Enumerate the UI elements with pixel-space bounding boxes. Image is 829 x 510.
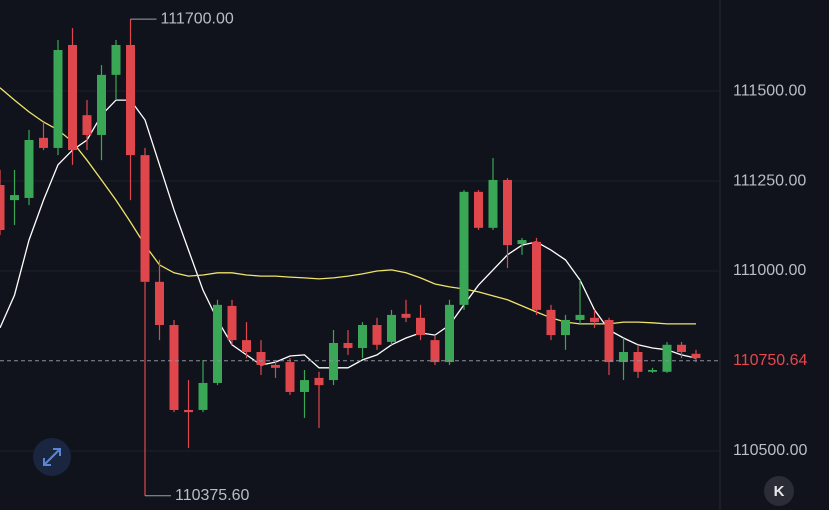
candle-body	[314, 377, 324, 386]
candle-body	[590, 317, 599, 323]
candle-body	[53, 50, 63, 148]
candle-body	[575, 314, 585, 320]
candle-body	[648, 369, 657, 372]
expand-icon	[43, 448, 61, 466]
candle-body	[503, 179, 512, 246]
candle-body	[677, 344, 686, 352]
y-tick-label: 111500.00	[733, 82, 806, 99]
labels: 110500.00 111000.00 111250.00 111500.00 1117…	[0, 10, 814, 504]
candle-body	[459, 191, 469, 305]
candle-body	[445, 304, 454, 363]
candle-body	[97, 74, 106, 135]
annotation-label: 110375.60	[175, 487, 250, 504]
last-price-bg	[722, 348, 814, 373]
candle-body	[372, 325, 382, 345]
candle-body	[662, 344, 672, 372]
moving-average-line	[0, 99, 697, 369]
y-tick-label: 110500.00	[733, 442, 808, 459]
expand-button[interactable]	[33, 438, 71, 476]
last-price-label: 110750.64	[733, 352, 808, 369]
candle-body	[227, 305, 237, 341]
y-tick-label: 111000.00	[733, 262, 806, 279]
candle-body	[0, 184, 5, 230]
candle-body	[111, 44, 121, 75]
candle-body	[488, 179, 498, 228]
k-button[interactable]: K	[764, 476, 794, 506]
candles	[0, 19, 701, 496]
candle-body	[39, 137, 48, 148]
candle-body	[155, 281, 164, 326]
candle-body	[532, 241, 541, 310]
k-button-bg[interactable]	[764, 476, 794, 506]
candle-body	[517, 240, 527, 245]
candle-body	[271, 364, 280, 368]
candle-body	[561, 319, 570, 336]
candle-body	[430, 340, 440, 363]
candle-body	[242, 340, 251, 352]
candle-body	[213, 304, 222, 383]
grid	[0, 90, 720, 452]
candle-body	[184, 409, 193, 413]
k-button-label: K	[774, 483, 785, 500]
candle-body	[474, 191, 483, 228]
candle-body	[546, 309, 556, 336]
candle-body	[140, 155, 150, 282]
candle-body	[10, 195, 19, 201]
candle-body	[633, 351, 643, 372]
candle-body	[416, 317, 425, 336]
candle-body	[343, 342, 353, 349]
annotation-label: 111700.00	[161, 10, 234, 27]
candle-body	[126, 44, 135, 156]
candle-body	[169, 325, 179, 410]
candle-body	[68, 44, 77, 151]
candle-body	[691, 353, 701, 359]
y-tick-label: 111250.00	[733, 172, 806, 189]
candle-body	[619, 351, 628, 363]
candle-body	[82, 115, 92, 135]
candle-body	[256, 351, 266, 365]
candle-body	[198, 382, 208, 410]
candle-body	[358, 325, 367, 349]
candle-body	[401, 313, 411, 318]
candle-body	[285, 362, 295, 392]
candle-body	[604, 319, 614, 363]
candle-body	[329, 342, 338, 381]
candle-body	[24, 140, 34, 198]
candle-body	[300, 380, 309, 392]
candle-body	[387, 314, 396, 342]
